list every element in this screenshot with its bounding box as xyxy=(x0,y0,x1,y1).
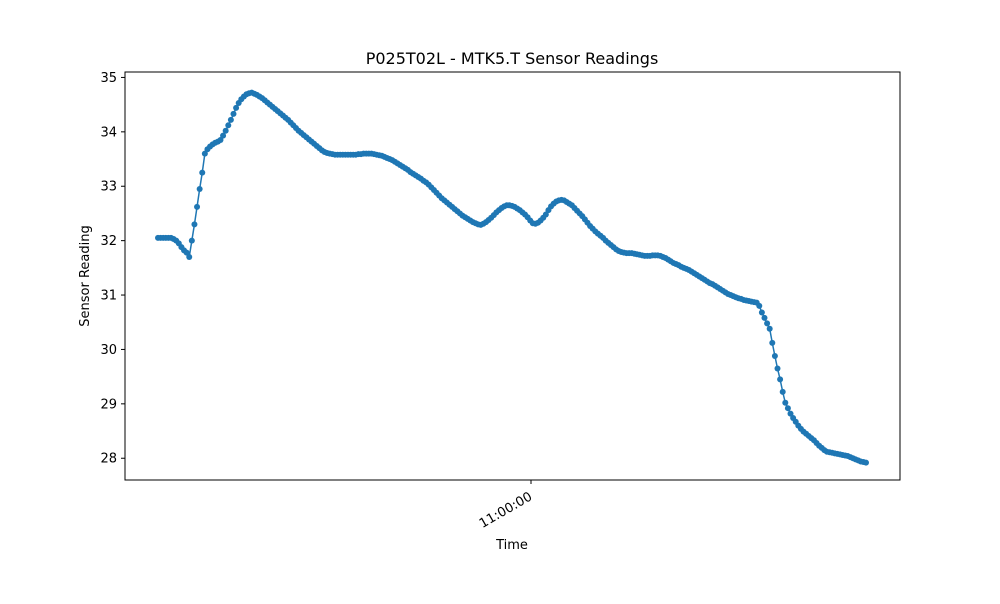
data-point xyxy=(183,249,190,256)
data-point xyxy=(191,221,198,228)
data-point xyxy=(188,237,195,244)
y-tick-label: 33 xyxy=(100,180,117,195)
series-group xyxy=(155,89,869,466)
x-axis-label: Time xyxy=(495,538,528,553)
data-point xyxy=(186,253,193,260)
y-axis-label: Sensor Reading xyxy=(78,225,93,326)
data-point xyxy=(863,459,869,466)
data-point xyxy=(758,309,765,316)
data-point xyxy=(761,314,768,321)
data-point xyxy=(542,211,549,218)
data-point xyxy=(217,137,224,143)
data-point xyxy=(769,339,776,346)
plot-background xyxy=(125,72,900,480)
data-point xyxy=(196,185,203,192)
data-point xyxy=(774,365,781,372)
data-point xyxy=(201,150,208,157)
data-point xyxy=(222,127,229,134)
y-axis: 28 29 30 31 32 33 34 35 xyxy=(100,71,125,467)
data-point xyxy=(220,132,227,139)
data-point xyxy=(230,110,237,117)
y-tick-label: 29 xyxy=(100,397,117,412)
y-tick-label: 31 xyxy=(100,289,117,304)
data-point xyxy=(227,116,234,123)
data-point xyxy=(784,405,791,412)
data-point xyxy=(766,325,773,332)
data-point xyxy=(764,320,771,327)
data-point xyxy=(199,169,206,176)
data-point xyxy=(777,376,784,383)
x-axis: 11:00:00 xyxy=(477,480,535,532)
chart-title: P025T02L - MTK5.T Sensor Readings xyxy=(366,49,659,68)
y-tick-label: 30 xyxy=(100,343,117,358)
x-tick-label: 11:00:00 xyxy=(477,489,535,531)
y-tick-label: 32 xyxy=(100,234,117,249)
data-point xyxy=(233,104,240,111)
y-tick-label: 28 xyxy=(100,452,117,467)
data-point xyxy=(782,399,789,406)
data-point xyxy=(194,203,201,210)
plot-area xyxy=(124,71,901,481)
data-point xyxy=(787,410,794,417)
plot-frame xyxy=(124,71,901,481)
data-point xyxy=(779,388,786,395)
data-point xyxy=(756,302,763,309)
y-tick-label: 34 xyxy=(100,125,117,140)
data-point xyxy=(225,122,232,129)
y-tick-label: 35 xyxy=(100,71,117,86)
data-point xyxy=(771,352,778,359)
